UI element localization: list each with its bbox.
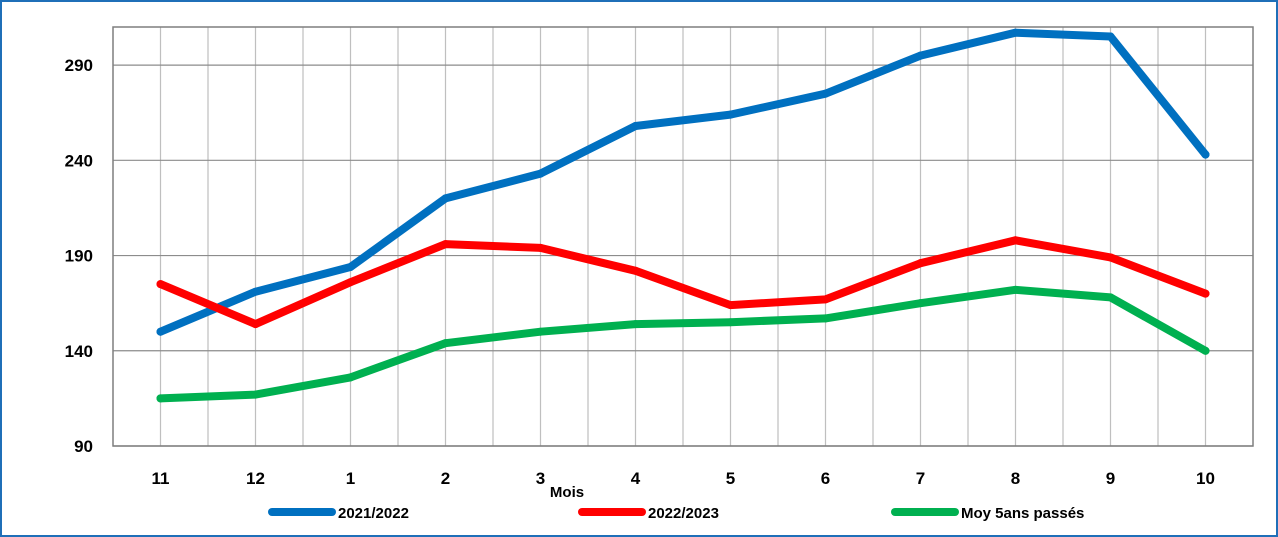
series-2-point xyxy=(726,301,735,310)
legend-label-1: 2021/2022 xyxy=(338,505,409,522)
series-3-point xyxy=(1106,293,1115,302)
series-3-point xyxy=(441,339,450,348)
series-1-point xyxy=(251,287,260,296)
series-2-point xyxy=(1011,236,1020,245)
series-2-point xyxy=(441,240,450,249)
series-2-line xyxy=(156,236,1210,329)
y-tick-label: 140 xyxy=(65,342,93,361)
series-2-point xyxy=(251,320,260,329)
series-1-point xyxy=(441,194,450,203)
x-axis-ticks: 11 12 1 2 3 4 5 6 7 8 9 10 xyxy=(152,469,1215,488)
x-tick-label: 11 xyxy=(152,469,170,488)
series-1-point xyxy=(726,110,735,119)
series-1-point xyxy=(1201,150,1210,159)
legend: 2021/2022 2022/2023 Moy 5ans passés xyxy=(268,505,1084,522)
x-tick-label: 10 xyxy=(1196,469,1215,488)
series-1-point xyxy=(156,327,165,336)
x-tick-label: 5 xyxy=(726,469,735,488)
legend-label-2: 2022/2023 xyxy=(648,505,719,522)
x-tick-label: 7 xyxy=(916,469,925,488)
series-2-point xyxy=(1201,289,1210,298)
series-1-point xyxy=(1011,28,1020,37)
x-tick-label: 3 xyxy=(536,469,545,488)
plot-area-border xyxy=(112,26,1254,447)
series-3-point xyxy=(156,394,165,403)
series-3-point xyxy=(251,390,260,399)
x-tick-label: 8 xyxy=(1011,469,1020,488)
y-axis-ticks: 90 140 190 240 290 xyxy=(65,56,93,456)
x-tick-label: 1 xyxy=(346,469,355,488)
y-tick-label: 90 xyxy=(74,437,93,456)
x-tick-label: 12 xyxy=(246,469,265,488)
series-2-point xyxy=(346,278,355,287)
series-1-point xyxy=(631,122,640,131)
y-tick-label: 190 xyxy=(65,247,93,266)
series-1-point xyxy=(346,262,355,271)
series-2-point xyxy=(916,259,925,268)
series-2-point xyxy=(821,295,830,304)
series-2-point xyxy=(156,280,165,289)
series-3-point xyxy=(631,320,640,329)
grid xyxy=(113,27,1253,447)
series-1-point xyxy=(916,51,925,60)
series-1-line xyxy=(156,28,1210,336)
series-3-point xyxy=(1201,346,1210,355)
y-tick-label: 290 xyxy=(65,56,93,75)
legend-label-3: Moy 5ans passés xyxy=(961,505,1084,522)
series-1-point xyxy=(536,169,545,178)
series-3-point xyxy=(726,318,735,327)
x-tick-label: 6 xyxy=(821,469,830,488)
series-3-point xyxy=(536,327,545,336)
series-3-point xyxy=(916,299,925,308)
series-layer xyxy=(156,28,1210,403)
series-1-point xyxy=(1106,32,1115,41)
series-3-point xyxy=(346,373,355,382)
series-2-point xyxy=(1106,253,1115,262)
series-2-point xyxy=(631,266,640,275)
series-3-point xyxy=(821,314,830,323)
y-tick-label: 240 xyxy=(65,151,93,170)
x-tick-label: 9 xyxy=(1106,469,1115,488)
series-1-point xyxy=(821,89,830,98)
x-axis-title: Mois xyxy=(550,484,584,501)
x-tick-label: 4 xyxy=(631,469,641,488)
series-2-point xyxy=(536,243,545,252)
series-3-point xyxy=(1011,285,1020,294)
x-tick-label: 2 xyxy=(441,469,450,488)
series-3-line xyxy=(156,285,1210,403)
